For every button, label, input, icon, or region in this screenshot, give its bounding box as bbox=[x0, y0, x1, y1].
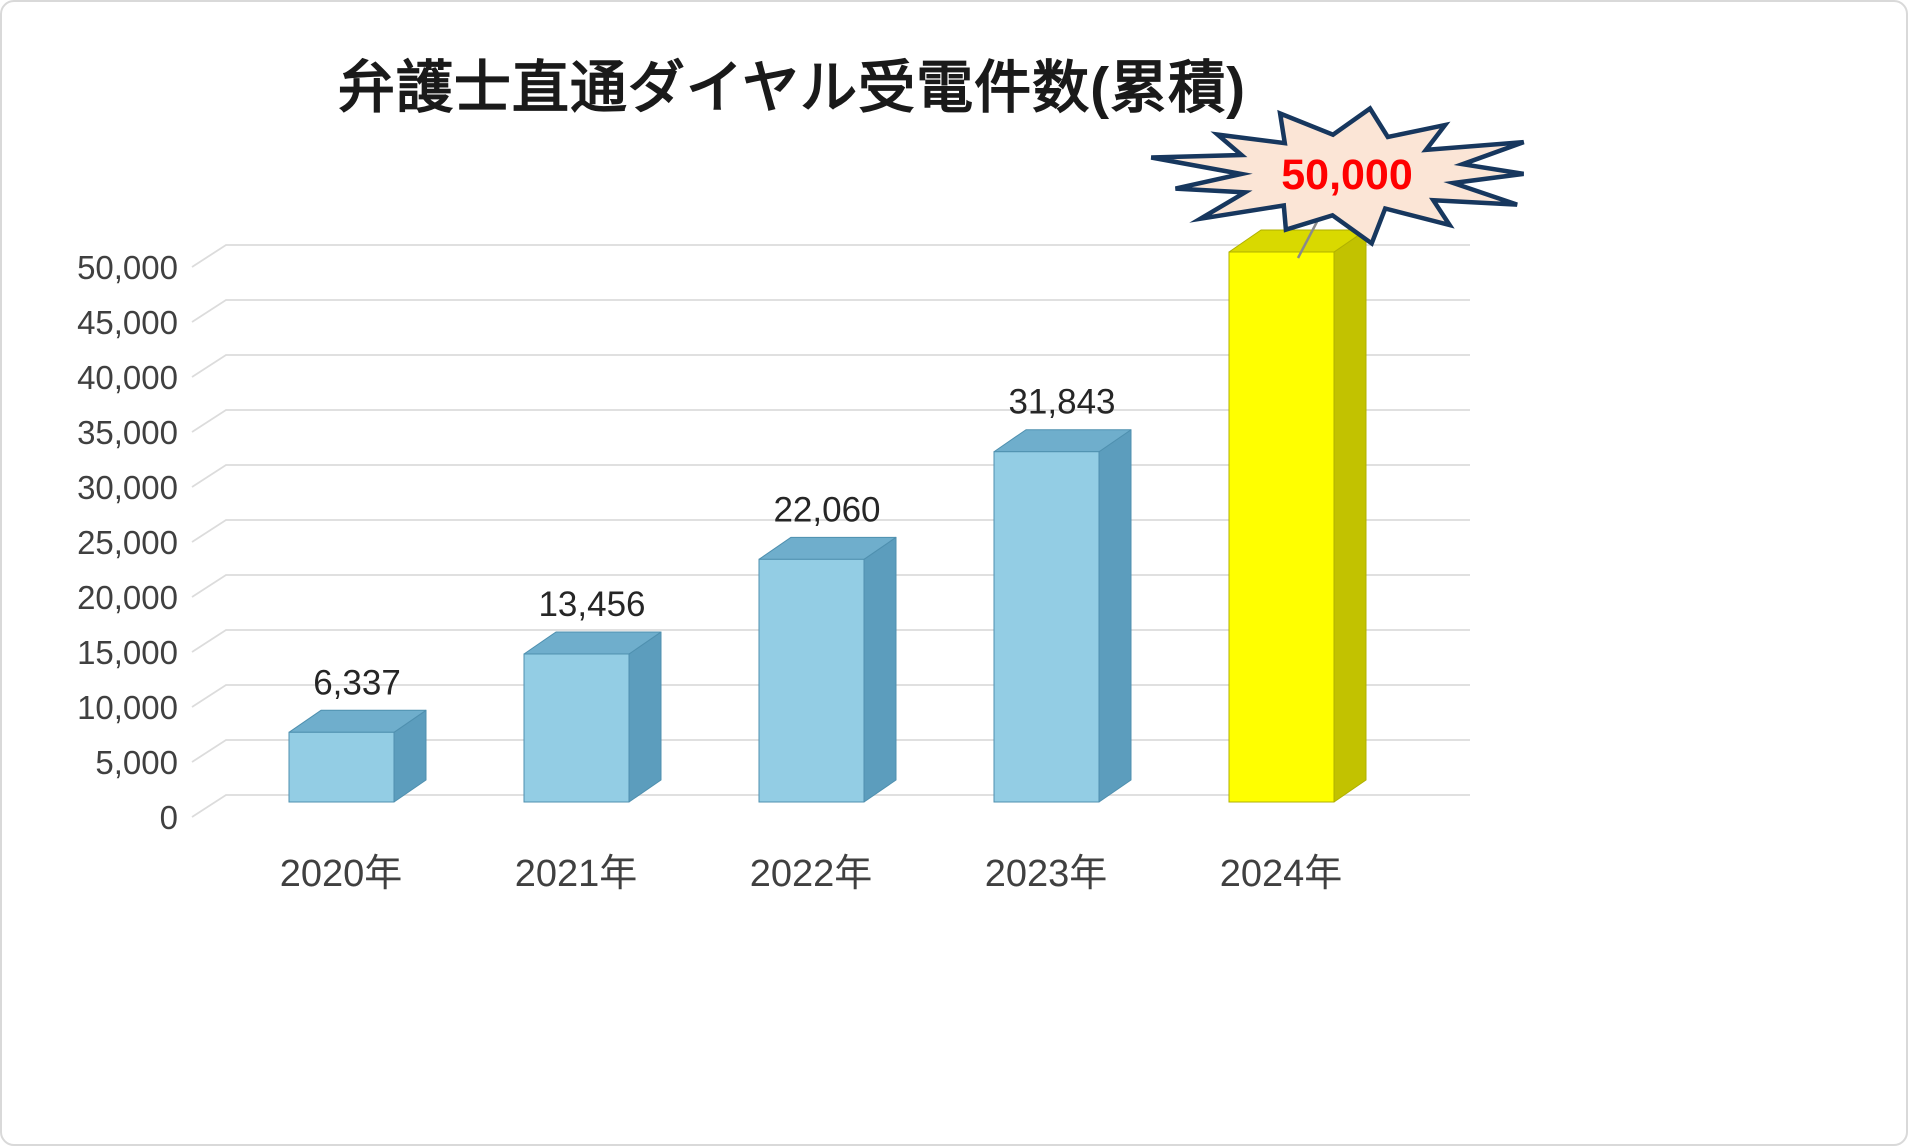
bar-value-label: 31,843 bbox=[1008, 383, 1115, 422]
chart-title: 弁護士直通ダイヤル受電件数(累積) bbox=[337, 56, 1247, 120]
y-axis-tick-label: 30,000 bbox=[77, 469, 178, 506]
bar-side-face bbox=[1098, 429, 1132, 803]
y-axis-tick-label: 40,000 bbox=[77, 359, 178, 396]
bar-front-face bbox=[758, 558, 865, 803]
bar-value-label: 6,337 bbox=[313, 663, 401, 702]
x-axis-category-label: 2020年 bbox=[280, 853, 403, 895]
bar-front-face bbox=[993, 451, 1100, 803]
callout-leader-line bbox=[1296, 215, 1322, 259]
x-axis-category-label: 2021年 bbox=[515, 853, 638, 895]
bar-value-label: 13,456 bbox=[538, 585, 645, 624]
bar-front-face bbox=[523, 653, 630, 803]
gridline bbox=[191, 244, 1470, 268]
bar-front-face bbox=[1228, 251, 1335, 803]
x-axis-category-label: 2023年 bbox=[985, 853, 1108, 895]
x-axis-category-label: 2024年 bbox=[1220, 853, 1343, 895]
bar-2024年 bbox=[1228, 229, 1367, 803]
bar-front-face bbox=[288, 731, 395, 803]
callout-value-label: 50,000 bbox=[1281, 151, 1413, 199]
y-axis-tick-label: 20,000 bbox=[77, 579, 178, 616]
bar-side-face bbox=[863, 536, 897, 803]
bar-2021年 bbox=[523, 631, 662, 803]
y-axis-tick-label: 0 bbox=[160, 799, 178, 836]
gridline bbox=[191, 299, 1470, 323]
y-axis-tick-label: 35,000 bbox=[77, 414, 178, 451]
y-axis-tick-label: 5,000 bbox=[95, 744, 178, 781]
gridline bbox=[191, 409, 1470, 433]
bar-side-face bbox=[1333, 229, 1367, 803]
explosion-callout bbox=[1150, 105, 1525, 247]
bar-2020年 bbox=[288, 709, 427, 803]
bar-value-label: 22,060 bbox=[773, 490, 880, 529]
y-axis-tick-label: 50,000 bbox=[77, 249, 178, 286]
x-axis-category-label: 2022年 bbox=[750, 853, 873, 895]
y-axis-tick-label: 25,000 bbox=[77, 524, 178, 561]
y-axis-tick-label: 10,000 bbox=[77, 689, 178, 726]
bar-2022年 bbox=[758, 536, 897, 803]
y-axis-tick-label: 45,000 bbox=[77, 304, 178, 341]
bar-side-face bbox=[628, 631, 662, 803]
y-axis-tick-label: 15,000 bbox=[77, 634, 178, 671]
bar-2023年 bbox=[993, 429, 1132, 803]
gridline bbox=[191, 354, 1470, 378]
